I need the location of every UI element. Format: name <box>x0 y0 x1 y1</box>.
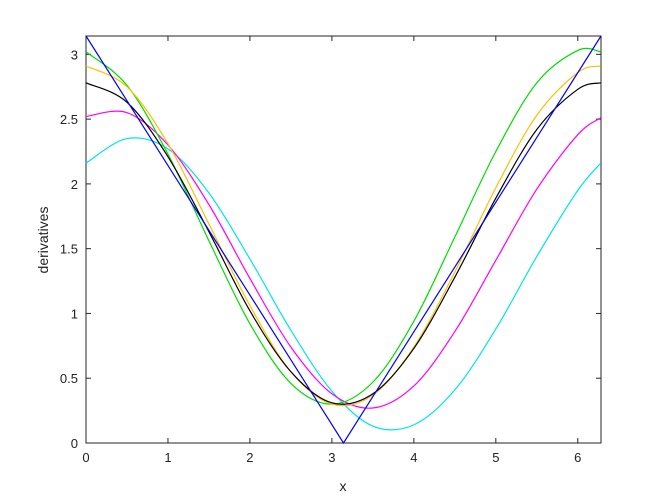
series-line <box>85 35 602 445</box>
x-tick-label: 1 <box>164 450 171 465</box>
series-line <box>85 47 601 405</box>
x-tick-label: 2 <box>246 450 253 465</box>
x-axis-label: x <box>340 478 347 494</box>
x-tick-label: 6 <box>574 450 581 465</box>
plot-area <box>85 35 602 444</box>
y-tick-label: 2 <box>71 177 78 192</box>
y-tick-label: 0.5 <box>60 371 78 386</box>
x-tick-label: 0 <box>82 450 89 465</box>
y-axis-label: derivatives <box>35 207 51 274</box>
y-tick-label: 1 <box>71 306 78 321</box>
y-tick-label: 0 <box>71 436 78 451</box>
y-tick-label: 2.5 <box>60 112 78 127</box>
series-line <box>85 137 602 431</box>
y-tick-label: 1.5 <box>60 242 78 257</box>
series-line <box>85 110 602 409</box>
series-line <box>85 82 601 405</box>
series-line <box>85 65 601 407</box>
x-tick-label: 3 <box>328 450 335 465</box>
x-tick-label: 4 <box>410 450 417 465</box>
y-tick-label: 3 <box>71 47 78 62</box>
x-tick-label: 5 <box>492 450 499 465</box>
